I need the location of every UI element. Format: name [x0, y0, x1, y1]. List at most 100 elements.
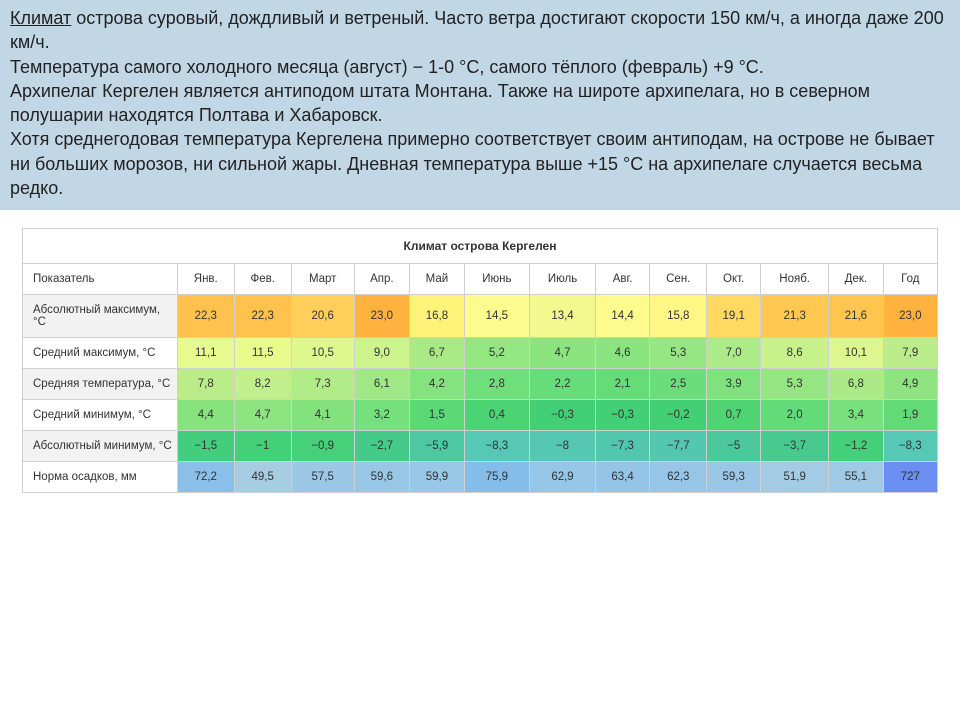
data-cell: 15,8 — [650, 295, 707, 338]
data-cell: −0,9 — [291, 431, 354, 462]
data-cell: 7,9 — [883, 338, 937, 369]
data-cell: −7,7 — [650, 431, 707, 462]
table-row: Абсолютный максимум, °C22,322,320,623,01… — [23, 295, 938, 338]
data-cell: −2,7 — [354, 431, 410, 462]
data-cell: 4,7 — [530, 338, 596, 369]
col-month: Окт. — [707, 264, 761, 295]
col-month: Апр. — [354, 264, 410, 295]
data-cell: 7,8 — [178, 369, 235, 400]
row-label: Норма осадков, мм — [23, 462, 178, 493]
data-cell: −3,7 — [761, 431, 829, 462]
data-cell: 23,0 — [354, 295, 410, 338]
data-cell: 20,6 — [291, 295, 354, 338]
data-cell: 5,3 — [761, 369, 829, 400]
col-month: Фев. — [234, 264, 291, 295]
data-cell: 5,2 — [464, 338, 530, 369]
data-cell: 1,5 — [410, 400, 464, 431]
data-cell: 10,1 — [829, 338, 883, 369]
data-cell: 14,4 — [595, 295, 649, 338]
data-cell: 3,2 — [354, 400, 410, 431]
col-month: Янв. — [178, 264, 235, 295]
data-cell: 4,9 — [883, 369, 937, 400]
data-cell: −1,2 — [829, 431, 883, 462]
table-caption: Климат острова Кергелен — [23, 229, 938, 264]
data-cell: 59,6 — [354, 462, 410, 493]
data-cell: 4,4 — [178, 400, 235, 431]
col-month: Авг. — [595, 264, 649, 295]
col-indicator: Показатель — [23, 264, 178, 295]
climate-table: Климат острова Кергелен Показатель Янв.Ф… — [22, 228, 938, 493]
data-cell: 5,3 — [650, 338, 707, 369]
data-cell: 59,9 — [410, 462, 464, 493]
col-month: Год — [883, 264, 937, 295]
data-cell: 59,3 — [707, 462, 761, 493]
col-month: Июнь — [464, 264, 530, 295]
row-label: Средний максимум, °C — [23, 338, 178, 369]
climate-text-block: Климат острова суровый, дождливый и ветр… — [0, 0, 960, 210]
data-cell: −0,3 — [530, 400, 596, 431]
table-row: Средняя температура, °C7,88,27,36,14,22,… — [23, 369, 938, 400]
data-cell: 75,9 — [464, 462, 530, 493]
data-cell: 8,6 — [761, 338, 829, 369]
data-cell: 2,1 — [595, 369, 649, 400]
data-cell: 6,8 — [829, 369, 883, 400]
data-cell: 62,9 — [530, 462, 596, 493]
table-row: Средний минимум, °C4,44,74,13,21,50,4−0,… — [23, 400, 938, 431]
data-cell: 3,9 — [707, 369, 761, 400]
row-label: Абсолютный максимум, °C — [23, 295, 178, 338]
table-body: Абсолютный максимум, °C22,322,320,623,01… — [23, 295, 938, 493]
data-cell: −0,3 — [595, 400, 649, 431]
data-cell: −8,3 — [883, 431, 937, 462]
data-cell: −1 — [234, 431, 291, 462]
climate-table-wrap: Климат острова Кергелен Показатель Янв.Ф… — [0, 210, 960, 493]
data-cell: 11,1 — [178, 338, 235, 369]
data-cell: 13,4 — [530, 295, 596, 338]
data-cell: −0,2 — [650, 400, 707, 431]
col-month: Сен. — [650, 264, 707, 295]
data-cell: 2,0 — [761, 400, 829, 431]
data-cell: 727 — [883, 462, 937, 493]
data-cell: 9,0 — [354, 338, 410, 369]
data-cell: −8,3 — [464, 431, 530, 462]
col-month: Дек. — [829, 264, 883, 295]
data-cell: 2,5 — [650, 369, 707, 400]
data-cell: 57,5 — [291, 462, 354, 493]
data-cell: 23,0 — [883, 295, 937, 338]
data-cell: 19,1 — [707, 295, 761, 338]
data-cell: −8 — [530, 431, 596, 462]
data-cell: 21,3 — [761, 295, 829, 338]
data-cell: 72,2 — [178, 462, 235, 493]
data-cell: 62,3 — [650, 462, 707, 493]
col-month: Март — [291, 264, 354, 295]
data-cell: 10,5 — [291, 338, 354, 369]
data-cell: 51,9 — [761, 462, 829, 493]
data-cell: 22,3 — [178, 295, 235, 338]
data-cell: 1,9 — [883, 400, 937, 431]
table-row: Средний максимум, °C11,111,510,59,06,75,… — [23, 338, 938, 369]
data-cell: 7,0 — [707, 338, 761, 369]
data-cell: −7,3 — [595, 431, 649, 462]
data-cell: 49,5 — [234, 462, 291, 493]
col-month: Май — [410, 264, 464, 295]
data-cell: −5 — [707, 431, 761, 462]
col-month: Июль — [530, 264, 596, 295]
data-cell: 7,3 — [291, 369, 354, 400]
row-label: Средняя температура, °C — [23, 369, 178, 400]
data-cell: 2,2 — [530, 369, 596, 400]
data-cell: 4,7 — [234, 400, 291, 431]
data-cell: 2,8 — [464, 369, 530, 400]
data-cell: 0,4 — [464, 400, 530, 431]
data-cell: 4,6 — [595, 338, 649, 369]
row-label: Абсолютный минимум, °C — [23, 431, 178, 462]
data-cell: 4,1 — [291, 400, 354, 431]
data-cell: 3,4 — [829, 400, 883, 431]
data-cell: −5,9 — [410, 431, 464, 462]
data-cell: 21,6 — [829, 295, 883, 338]
data-cell: 11,5 — [234, 338, 291, 369]
data-cell: 6,1 — [354, 369, 410, 400]
table-row: Абсолютный минимум, °C−1,5−1−0,9−2,7−5,9… — [23, 431, 938, 462]
table-row: Норма осадков, мм72,249,557,559,659,975,… — [23, 462, 938, 493]
data-cell: 6,7 — [410, 338, 464, 369]
data-cell: 16,8 — [410, 295, 464, 338]
data-cell: 22,3 — [234, 295, 291, 338]
